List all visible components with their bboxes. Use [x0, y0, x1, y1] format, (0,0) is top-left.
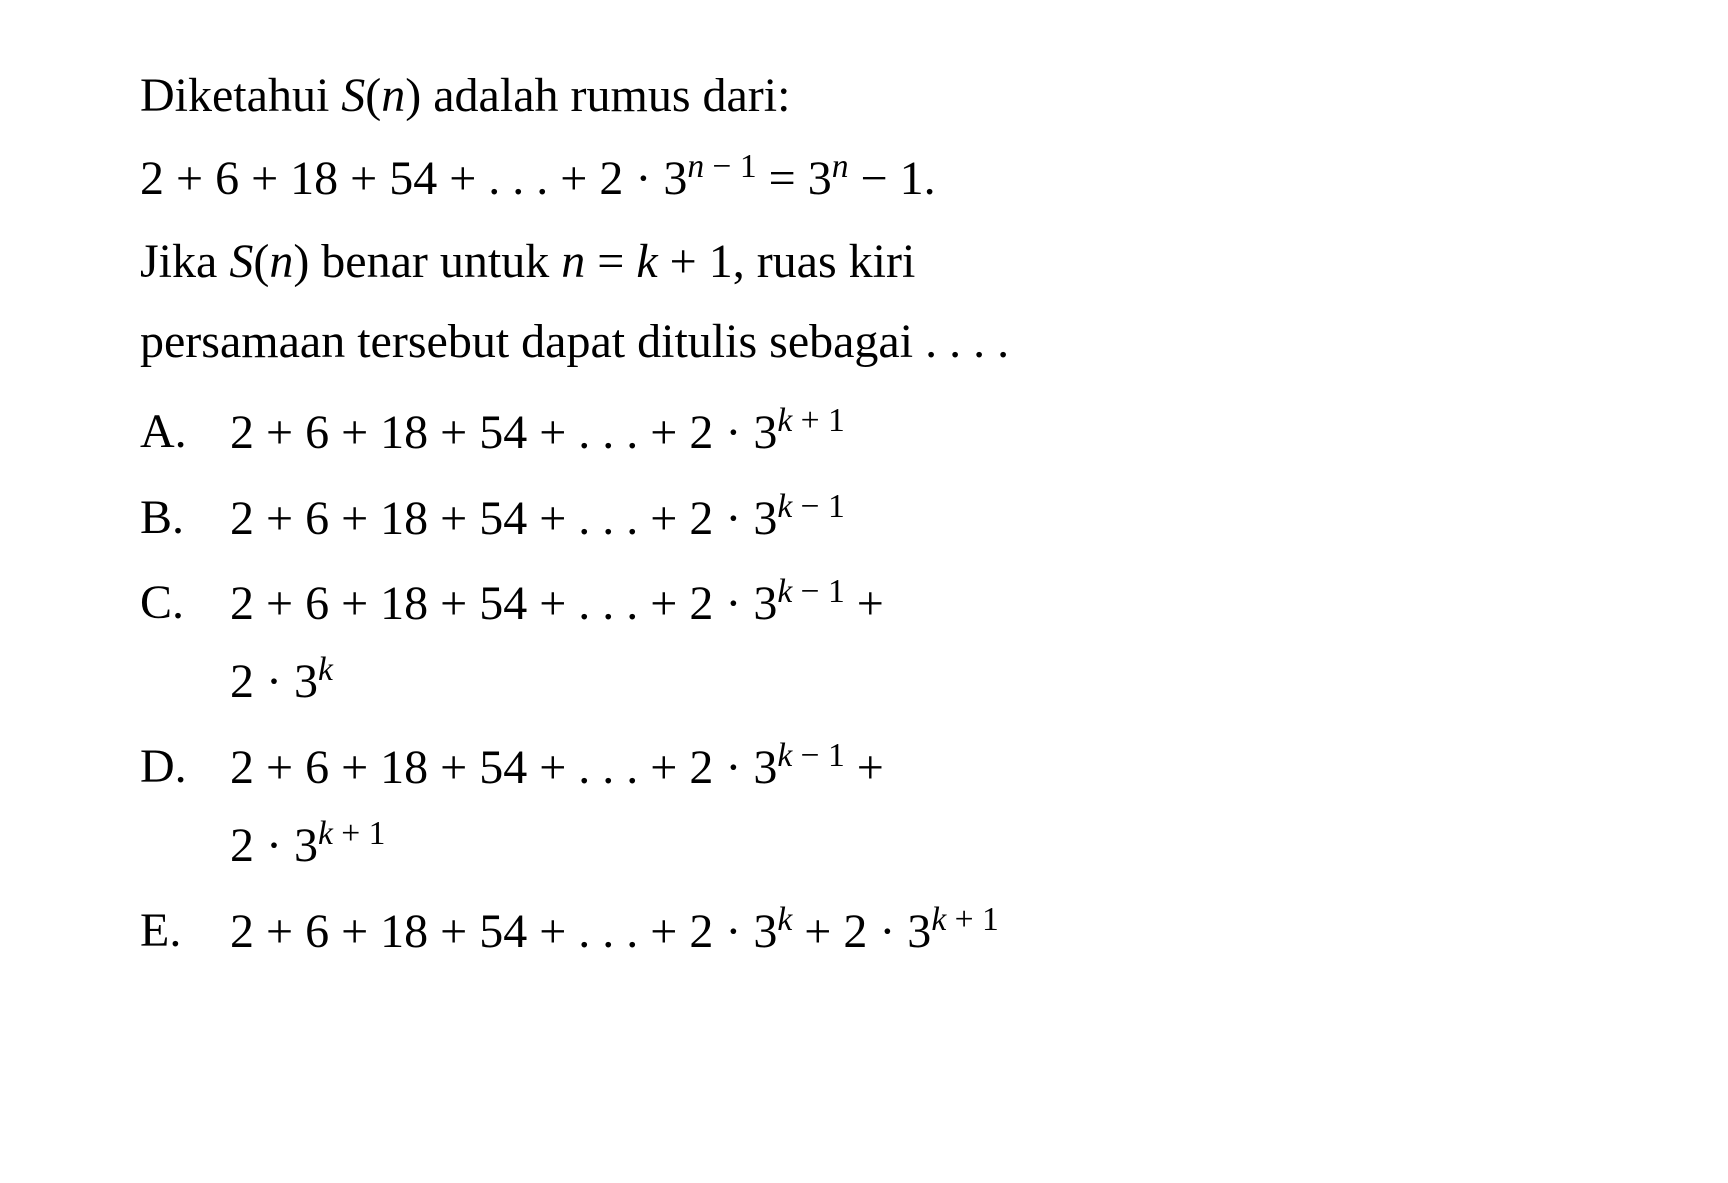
- question-line-2: persamaan tersebut dapat ditulis sebagai…: [140, 306, 1588, 378]
- option-a-base: 2 + 6 + 18 + 54 + . . . + 2 · 3: [230, 406, 777, 459]
- q1-plus: + 1, ruas kiri: [658, 235, 916, 288]
- intro-arg: n: [381, 69, 405, 122]
- option-a-content: 2 + 6 + 18 + 54 + . . . + 2 · 3k + 1: [230, 394, 1588, 472]
- option-e: E. 2 + 6 + 18 + 54 + . . . + 2 · 3k + 2 …: [140, 893, 1588, 971]
- math-problem: Diketahui S(n) adalah rumus dari: 2 + 6 …: [140, 60, 1588, 970]
- q1-eq: =: [585, 235, 636, 288]
- option-c-exp: k − 1: [777, 573, 844, 610]
- intro-fn: S: [341, 69, 365, 122]
- formula-rhs-exp-var: n: [832, 148, 849, 185]
- option-a-label: A.: [140, 394, 230, 471]
- option-e-tail-exp-op: + 1: [946, 901, 999, 938]
- option-d-line2-exp-op: + 1: [333, 815, 386, 852]
- q1-fn: S: [229, 235, 253, 288]
- option-d-exp-op: − 1: [792, 737, 845, 774]
- option-e-base: 2 + 6 + 18 + 54 + . . . + 2 · 3: [230, 905, 777, 958]
- intro-paren-open: (: [365, 69, 381, 122]
- intro-suffix: adalah rumus dari:: [421, 69, 790, 122]
- option-c-tail: +: [845, 577, 884, 630]
- option-e-tail: + 2 · 3: [792, 905, 931, 958]
- option-d-line1: 2 + 6 + 18 + 54 + . . . + 2 · 3k − 1 +: [230, 729, 1588, 807]
- q1-arg: n: [269, 235, 293, 288]
- q1-paren-open: (: [253, 235, 269, 288]
- option-c-exp-var: k: [777, 573, 792, 610]
- formula-lhs-start: 2 + 6 + 18 + 54 + . . . + 2 · 3: [140, 152, 687, 205]
- option-d-line2-base: 2 · 3: [230, 819, 318, 872]
- option-c: C. 2 + 6 + 18 + 54 + . . . + 2 · 3k − 1 …: [140, 565, 1588, 721]
- q2-text: persamaan tersebut dapat ditulis sebagai…: [140, 315, 1009, 368]
- formula-rhs-tail: − 1.: [849, 152, 936, 205]
- formula-lhs-exp-var: n: [687, 148, 704, 185]
- q1-paren-close: ): [293, 235, 309, 288]
- option-d-line2-exp-var: k: [318, 815, 333, 852]
- option-b-exp-op: − 1: [792, 488, 845, 525]
- option-e-tail-exp: k + 1: [931, 901, 998, 938]
- option-b-base: 2 + 6 + 18 + 54 + . . . + 2 · 3: [230, 492, 777, 545]
- formula-line: 2 + 6 + 18 + 54 + . . . + 2 · 3n − 1 = 3…: [140, 140, 1588, 218]
- option-b-content: 2 + 6 + 18 + 54 + . . . + 2 · 3k − 1: [230, 480, 1588, 558]
- intro-line: Diketahui S(n) adalah rumus dari:: [140, 60, 1588, 132]
- option-e-tail-exp-var: k: [931, 901, 946, 938]
- q1-var-k: k: [636, 235, 657, 288]
- option-a-exp-var: k: [777, 402, 792, 439]
- formula-rhs-exp: n: [832, 148, 849, 185]
- option-a: A. 2 + 6 + 18 + 54 + . . . + 2 · 3k + 1: [140, 394, 1588, 472]
- option-d-tail: +: [845, 741, 884, 794]
- option-c-base: 2 + 6 + 18 + 54 + . . . + 2 · 3: [230, 577, 777, 630]
- formula-lhs-exp-op: − 1: [704, 148, 757, 185]
- option-c-line2-exp-var: k: [318, 651, 333, 688]
- option-b-exp-var: k: [777, 488, 792, 525]
- option-d-label: D.: [140, 729, 230, 806]
- option-d-line2-exp: k + 1: [318, 815, 385, 852]
- option-c-line2-exp: k: [318, 651, 333, 688]
- option-a-exp: k + 1: [777, 402, 844, 439]
- option-a-exp-op: + 1: [792, 402, 845, 439]
- option-c-content: 2 + 6 + 18 + 54 + . . . + 2 · 3k − 1 + 2…: [230, 565, 1588, 721]
- option-e-label: E.: [140, 893, 230, 970]
- option-b: B. 2 + 6 + 18 + 54 + . . . + 2 · 3k − 1: [140, 480, 1588, 558]
- q1-prefix: Jika: [140, 235, 229, 288]
- q1-mid: benar untuk: [309, 235, 561, 288]
- option-c-line2-base: 2 · 3: [230, 655, 318, 708]
- option-c-label: C.: [140, 565, 230, 642]
- option-d: D. 2 + 6 + 18 + 54 + . . . + 2 · 3k − 1 …: [140, 729, 1588, 885]
- option-d-exp-var: k: [777, 737, 792, 774]
- option-d-content: 2 + 6 + 18 + 54 + . . . + 2 · 3k − 1 + 2…: [230, 729, 1588, 885]
- option-b-label: B.: [140, 480, 230, 557]
- option-e-exp-var: k: [777, 901, 792, 938]
- option-b-exp: k − 1: [777, 488, 844, 525]
- option-e-content: 2 + 6 + 18 + 54 + . . . + 2 · 3k + 2 · 3…: [230, 893, 1588, 971]
- option-c-line2: 2 · 3k: [230, 643, 1588, 721]
- question-line-1: Jika S(n) benar untuk n = k + 1, ruas ki…: [140, 226, 1588, 298]
- intro-paren-close: ): [405, 69, 421, 122]
- option-c-line1: 2 + 6 + 18 + 54 + . . . + 2 · 3k − 1 +: [230, 565, 1588, 643]
- option-d-exp: k − 1: [777, 737, 844, 774]
- option-d-base: 2 + 6 + 18 + 54 + . . . + 2 · 3: [230, 741, 777, 794]
- option-e-exp: k: [777, 901, 792, 938]
- formula-lhs-exp: n − 1: [687, 148, 756, 185]
- option-d-line2: 2 · 3k + 1: [230, 807, 1588, 885]
- options-list: A. 2 + 6 + 18 + 54 + . . . + 2 · 3k + 1 …: [140, 394, 1588, 971]
- intro-prefix: Diketahui: [140, 69, 341, 122]
- q1-var-n: n: [561, 235, 585, 288]
- formula-eq: = 3: [757, 152, 832, 205]
- option-c-exp-op: − 1: [792, 573, 845, 610]
